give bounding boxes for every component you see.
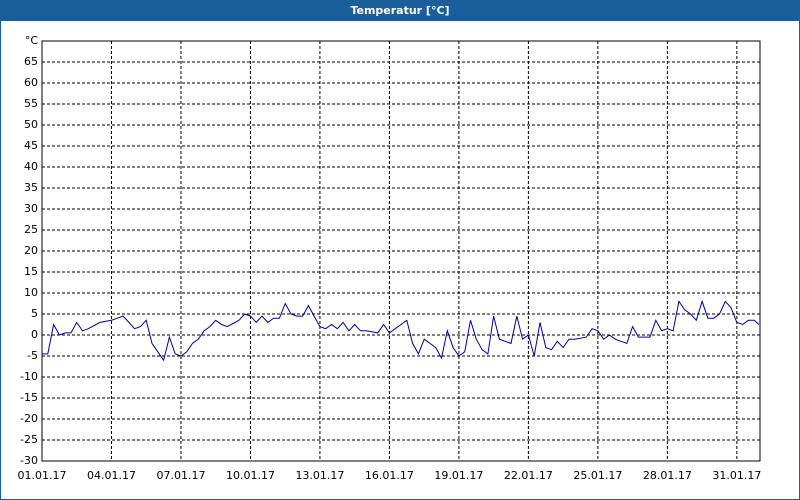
y-tick-label: 10 [24, 286, 38, 299]
y-tick-label: 35 [24, 181, 38, 194]
y-tick-label: 65 [24, 55, 38, 68]
y-tick-label: -5 [27, 349, 38, 362]
y-tick-label: -20 [20, 412, 38, 425]
chart: -30 -25 -20 -15 -10 -5 0 5 10 15 20 25 30 35 40 45 50 55 6… [18, 34, 762, 482]
x-tick-label: 25.01.17 [573, 469, 622, 482]
y-tick-label: -10 [20, 370, 38, 383]
x-tick-label: 28.01.17 [643, 469, 692, 482]
plot-area [42, 41, 760, 461]
y-tick-label: °C [25, 34, 39, 47]
x-tick-label: 19.01.17 [434, 469, 483, 482]
y-tick-label: 20 [24, 244, 38, 257]
y-tick-label: 30 [24, 202, 38, 215]
title-bar: Temperatur [°C] [1, 1, 799, 21]
y-tick-label: 5 [31, 307, 38, 320]
y-tick-label: -15 [20, 391, 38, 404]
y-tick-label: 40 [24, 160, 38, 173]
y-tick-label: 45 [24, 139, 38, 152]
x-tick-label: 16.01.17 [365, 469, 414, 482]
x-tick-label: 10.01.17 [226, 469, 275, 482]
y-tick-label: 60 [24, 76, 38, 89]
x-tick-label: 22.01.17 [504, 469, 553, 482]
chart-title: Temperatur [°C] [350, 4, 450, 17]
x-tick-label: 31.01.17 [712, 469, 761, 482]
x-tick-label: 13.01.17 [295, 469, 344, 482]
y-tick-label: 55 [24, 97, 38, 110]
plot-border [41, 40, 761, 462]
y-tick-label: -25 [20, 433, 38, 446]
y-tick-label: -30 [20, 454, 38, 467]
x-tick-label: 07.01.17 [156, 469, 205, 482]
temperature-line [42, 299, 760, 362]
y-tick-label: 0 [31, 328, 38, 341]
y-tick-label: 50 [24, 118, 38, 131]
y-tick-label: 25 [24, 223, 38, 236]
y-tick-label: 15 [24, 265, 38, 278]
x-tick-label: 01.01.17 [18, 469, 67, 482]
x-tick-label: 04.01.17 [87, 469, 136, 482]
